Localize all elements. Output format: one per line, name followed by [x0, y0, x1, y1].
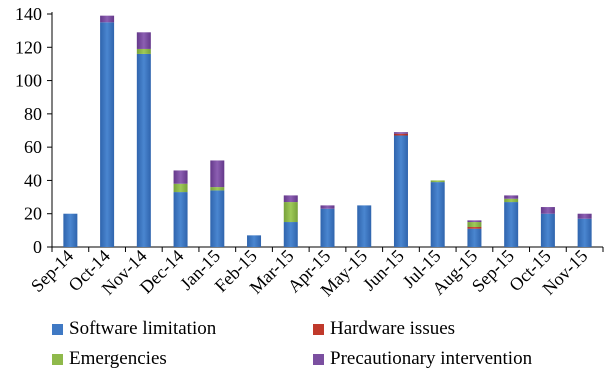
y-tick-label: 100	[15, 71, 42, 91]
bar-software-limitation-jul-15	[430, 182, 445, 247]
bar-software-limitation-nov-15	[577, 218, 592, 247]
y-tick-label: 120	[15, 37, 42, 57]
bar-emergencies-jan-15	[210, 187, 225, 191]
bar-precautionary-intervention-sep-15	[504, 195, 519, 199]
x-tick-label: Sep-15	[468, 246, 518, 296]
bar-precautionary-intervention-mar-15	[283, 195, 298, 203]
y-tick-label: 80	[24, 104, 42, 124]
bar-emergencies-nov-14	[136, 48, 151, 54]
bar-precautionary-intervention-aug-15	[467, 220, 482, 223]
bar-software-limitation-apr-15	[320, 208, 335, 247]
bar-software-limitation-oct-14	[100, 22, 115, 248]
bars-group	[63, 15, 592, 248]
bar-emergencies-jul-15	[430, 180, 445, 183]
bar-precautionary-intervention-oct-14	[100, 15, 115, 23]
bar-emergencies-aug-15	[467, 222, 482, 228]
bar-software-limitation-sep-15	[504, 202, 519, 247]
x-axis-tick-labels: Sep-14Oct-14Nov-14Dec-14Jan-15Feb-15Mar-…	[27, 246, 591, 300]
y-tick-label: 40	[24, 170, 42, 190]
bar-precautionary-intervention-apr-15	[320, 205, 335, 209]
bar-precautionary-intervention-oct-15	[540, 207, 555, 214]
bar-software-limitation-nov-14	[136, 53, 151, 247]
bar-software-limitation-mar-15	[283, 222, 298, 247]
y-tick-label: 0	[33, 237, 42, 257]
y-axis-tick-labels: 0 20 40 60 80 100 120 140	[15, 4, 42, 257]
y-tick-label: 20	[24, 204, 42, 224]
y-tick-label: 60	[24, 137, 42, 157]
bar-software-limitation-aug-15	[467, 228, 482, 247]
bar-software-limitation-jun-15	[393, 135, 408, 247]
bar-software-limitation-sep-14	[63, 213, 78, 247]
y-tick-label: 140	[15, 4, 42, 24]
bar-precautionary-intervention-jan-15	[210, 160, 225, 188]
bar-precautionary-intervention-nov-14	[136, 32, 151, 49]
x-tick-label: Jun-15	[359, 246, 408, 295]
bar-precautionary-intervention-jun-15	[393, 132, 408, 134]
bar-emergencies-sep-15	[504, 198, 519, 203]
bar-precautionary-intervention-nov-15	[577, 213, 592, 219]
bar-software-limitation-dec-14	[173, 192, 188, 247]
bar-software-limitation-oct-15	[540, 213, 555, 247]
bar-software-limitation-feb-15	[247, 235, 262, 247]
bar-emergencies-mar-15	[283, 202, 298, 223]
bar-hardware-issues-jun-15	[393, 133, 408, 136]
bar-precautionary-intervention-dec-14	[173, 170, 188, 184]
bar-emergencies-dec-14	[173, 183, 188, 193]
bar-software-limitation-jan-15	[210, 190, 225, 247]
bar-hardware-issues-aug-15	[467, 227, 482, 229]
bar-software-limitation-may-15	[357, 205, 372, 247]
